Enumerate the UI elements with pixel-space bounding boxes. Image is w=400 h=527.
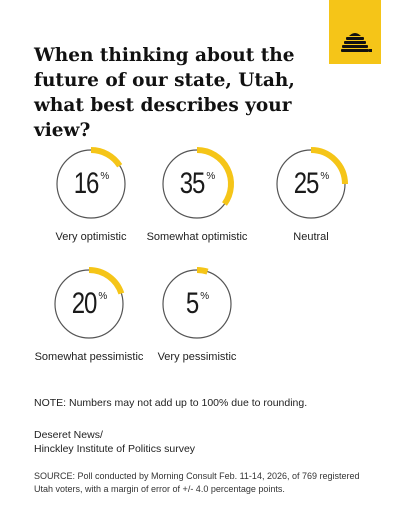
value-unit: %: [320, 171, 329, 182]
rounding-note: NOTE: Numbers may not add up to 100% due…: [34, 397, 308, 409]
value-unit: %: [100, 171, 109, 182]
value-number: 20: [71, 286, 98, 321]
value-number: 16: [73, 166, 100, 201]
value-number: 25: [293, 166, 320, 201]
item-label: Somewhat pessimistic: [34, 351, 144, 363]
item-label: Very optimistic: [55, 231, 127, 243]
item-label: Somewhat optimistic: [146, 231, 248, 243]
value-unit: %: [98, 291, 107, 302]
gauge-ring: [56, 147, 126, 219]
credit-line-1: Deseret News/: [34, 429, 103, 441]
gauge-arc-somewhat-pessimistic: [88, 267, 125, 295]
gauge-arc-neutral: [310, 147, 348, 185]
source-note: SOURCE: Poll conducted by Morning Consul…: [34, 471, 360, 494]
value-unit: %: [200, 291, 209, 302]
logo: [329, 0, 381, 64]
value-text: 20%: [50, 265, 128, 343]
item-label: Neutral: [293, 231, 329, 243]
chart-title: When thinking about the future of our st…: [34, 45, 295, 141]
gauge-ring: [162, 267, 232, 339]
beehive-icon: [341, 33, 372, 52]
credit: Deseret News/ Hinckley Institute of Poli…: [34, 428, 195, 456]
gauge-ring: [276, 147, 348, 219]
gauge-arc-very-optimistic: [90, 147, 123, 168]
value-text: 5%: [158, 265, 236, 343]
gauge-arc-very-pessimistic: [196, 267, 209, 275]
gauge-arc-somewhat-optimistic: [196, 147, 234, 206]
value-text: 35%: [158, 145, 236, 223]
value-number: 35: [179, 166, 206, 201]
value-unit: %: [206, 171, 215, 182]
item-label: Very pessimistic: [157, 351, 237, 363]
value-number: 5: [185, 286, 199, 321]
credit-line-2: Hinckley Institute of Politics survey: [34, 443, 196, 455]
value-text: 25%: [272, 145, 350, 223]
gauge-ring: [54, 267, 125, 339]
value-text: 16%: [52, 145, 130, 223]
gauge-ring: [162, 147, 234, 219]
